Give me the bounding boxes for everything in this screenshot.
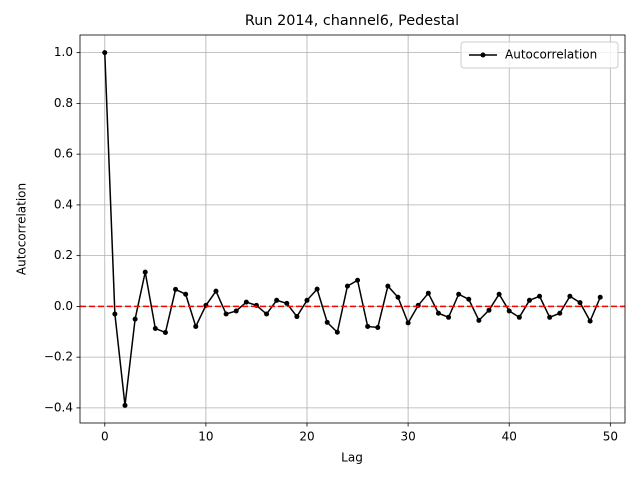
data-point: [334, 329, 340, 335]
legend-label: Autocorrelation: [505, 48, 597, 62]
data-point: [142, 269, 148, 275]
data-point: [526, 297, 532, 303]
data-point: [547, 314, 553, 320]
data-point: [173, 286, 179, 292]
data-point: [112, 311, 118, 317]
series-line: [104, 52, 601, 406]
data-point: [294, 314, 300, 320]
data-point: [567, 293, 573, 299]
x-tick-label: 40: [502, 430, 517, 444]
y-tick-label: 1.0: [54, 45, 73, 59]
data-point: [233, 308, 239, 314]
data-point: [385, 283, 391, 289]
data-point: [122, 402, 128, 408]
legend-marker: [480, 52, 486, 58]
data-point: [435, 310, 441, 316]
data-point: [486, 307, 492, 313]
data-point: [132, 316, 138, 322]
data-point: [355, 277, 361, 283]
x-tick-label: 10: [198, 430, 213, 444]
data-point: [476, 317, 482, 323]
data-point: [365, 323, 371, 329]
data-point: [395, 294, 401, 300]
data-point: [223, 311, 229, 317]
data-point: [405, 320, 411, 326]
data-point: [587, 318, 593, 324]
data-point: [183, 291, 189, 297]
x-tick-label: 50: [603, 430, 618, 444]
data-point: [193, 323, 199, 329]
y-tick-label: 0.4: [54, 197, 73, 211]
data-point: [506, 308, 512, 314]
y-tick-label: 0.2: [54, 248, 73, 262]
data-point: [274, 297, 280, 303]
x-tick-label: 20: [299, 430, 314, 444]
x-tick-label: 0: [101, 430, 109, 444]
y-tick-label: −0.2: [44, 350, 73, 364]
data-point: [496, 291, 502, 297]
data-point: [264, 311, 270, 317]
data-point: [375, 324, 381, 330]
data-point: [314, 286, 320, 292]
y-tick-label: 0.8: [54, 96, 73, 110]
axes-frame: [79, 34, 626, 424]
data-point: [577, 300, 583, 306]
data-point: [324, 319, 330, 325]
data-point: [152, 325, 158, 331]
data-point: [304, 297, 310, 303]
data-point: [516, 314, 522, 320]
x-axis-label: Lag: [341, 451, 363, 465]
x-tick-label: 30: [400, 430, 415, 444]
y-tick-label: −0.4: [44, 400, 73, 414]
data-point: [162, 330, 168, 336]
data-point: [213, 288, 219, 294]
data-point: [446, 314, 452, 320]
data-point: [537, 293, 543, 299]
data-point: [466, 296, 472, 302]
data-point: [102, 50, 108, 56]
data-point: [425, 290, 431, 296]
data-point: [344, 283, 350, 289]
data-point: [456, 291, 462, 297]
data-point: [243, 299, 249, 305]
legend-box: [460, 41, 619, 69]
data-point: [597, 294, 603, 300]
y-axis-label: Autocorrelation: [15, 183, 29, 275]
y-tick-label: 0.0: [54, 299, 73, 313]
data-point: [557, 310, 563, 316]
data-point: [284, 300, 290, 306]
y-tick-label: 0.6: [54, 147, 73, 161]
chart-title: Run 2014, channel6, Pedestal: [245, 13, 459, 29]
